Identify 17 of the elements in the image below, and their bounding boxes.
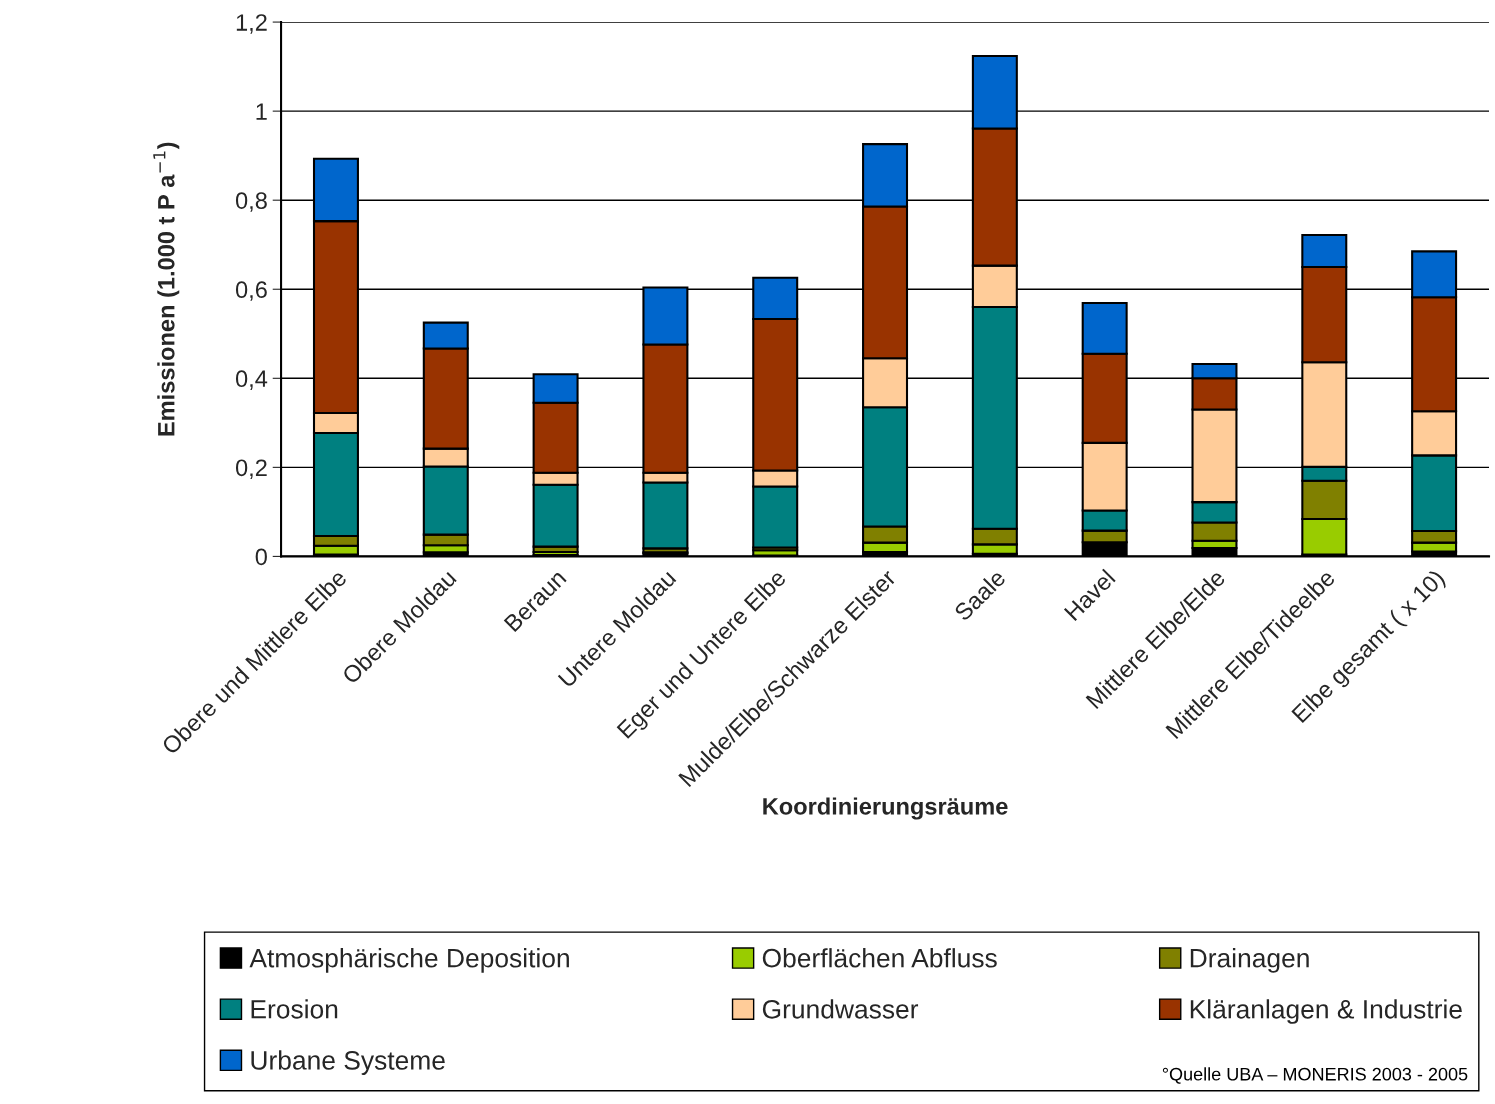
legend-label: Oberflächen Abfluss [762,948,997,968]
legend-label: Kläranlagen & Industrie [1190,999,1462,1024]
y-tick-label: 0,6 [235,281,267,301]
y-tick-label: 0,2 [235,459,267,479]
y-tick-label: 1 [256,103,267,120]
y-tick-label: 0,8 [235,192,267,212]
x-axis-title: Koordinierungsräume [763,797,1008,820]
legend-label: Urbane Systeme [251,1050,445,1075]
legend-label: Drainagen [1190,948,1309,973]
legend-label: Erosion [251,999,338,1019]
y-tick-label: 1,2 [236,14,267,34]
y-tick-label: 0,4 [235,370,268,390]
legend-label: Grundwasser [762,999,919,1019]
y-axis-title: Emissionen (1.000 t P a$^{−1}$) [153,142,180,436]
legend-label: Atmosphärische Deposition [249,948,569,973]
text: °Quelle UBA – MONERIS 2003 - 2005 [1162,1067,1468,1084]
y-tick-label: 0 [255,548,267,566]
